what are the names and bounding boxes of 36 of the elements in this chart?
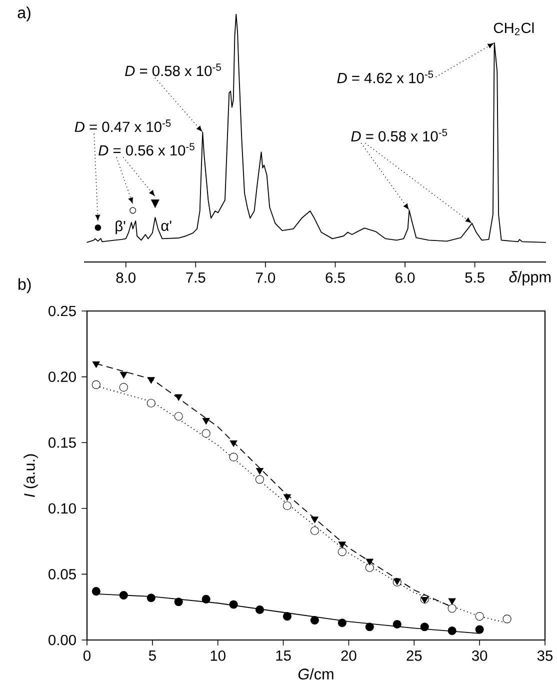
x-tick-label: 5 xyxy=(148,650,156,661)
y-axis-title: I (a.u.) xyxy=(24,454,38,498)
x-tick-label: 20 xyxy=(341,650,356,661)
chart-title: b) xyxy=(18,278,31,294)
x-tick-label: 10 xyxy=(210,650,226,661)
x-tick-label: 7.5 xyxy=(186,272,206,283)
annotation: ● xyxy=(94,224,102,231)
x-tick-label: 0 xyxy=(83,650,90,661)
x-tick-label: 5.5 xyxy=(465,272,484,283)
chart-title: a) xyxy=(18,6,30,22)
annotation: D = 4.62 x 10$^{-5}$ xyxy=(337,70,434,84)
annotation: ○ xyxy=(130,207,136,214)
annotation: D = 0.47 x 10$^{-5}$ xyxy=(74,120,171,132)
x-axis-title: δ/ppm xyxy=(509,271,550,286)
y-tick-label: 0.05 xyxy=(48,569,76,580)
y-tick-label: 0.00 xyxy=(48,634,76,646)
x-tick-label: 6.5 xyxy=(326,272,345,283)
x-tick-label: 30 xyxy=(472,650,488,661)
x-tick-label: 6.0 xyxy=(396,272,415,283)
x-tick-label: 8.0 xyxy=(116,272,136,283)
annotation: D = 0.58 x 10$^{-5}$ xyxy=(125,64,221,76)
x-tick-label: 15 xyxy=(276,650,291,661)
y-tick-label: 0.10 xyxy=(48,503,76,514)
annotation: D = 0.58 x 10$^{-5}$ xyxy=(351,128,448,142)
annotation: D = 0.56 x 10$^{-5}$ xyxy=(98,143,194,156)
y-tick-label: 0.25 xyxy=(48,306,76,316)
y-tick-label: 0.20 xyxy=(48,372,76,382)
annotation: ▼ xyxy=(150,200,160,208)
x-tick-label: 7.0 xyxy=(256,272,276,283)
x-axis-title: G/cm xyxy=(298,668,334,680)
annotation: α' xyxy=(161,220,172,231)
y-tick-label: 0.15 xyxy=(48,437,76,448)
annotation: β' xyxy=(116,220,126,234)
annotation: CH$_{2}$Cl xyxy=(494,22,534,36)
x-tick-label: 35 xyxy=(537,650,553,661)
x-tick-label: 25 xyxy=(406,650,422,661)
